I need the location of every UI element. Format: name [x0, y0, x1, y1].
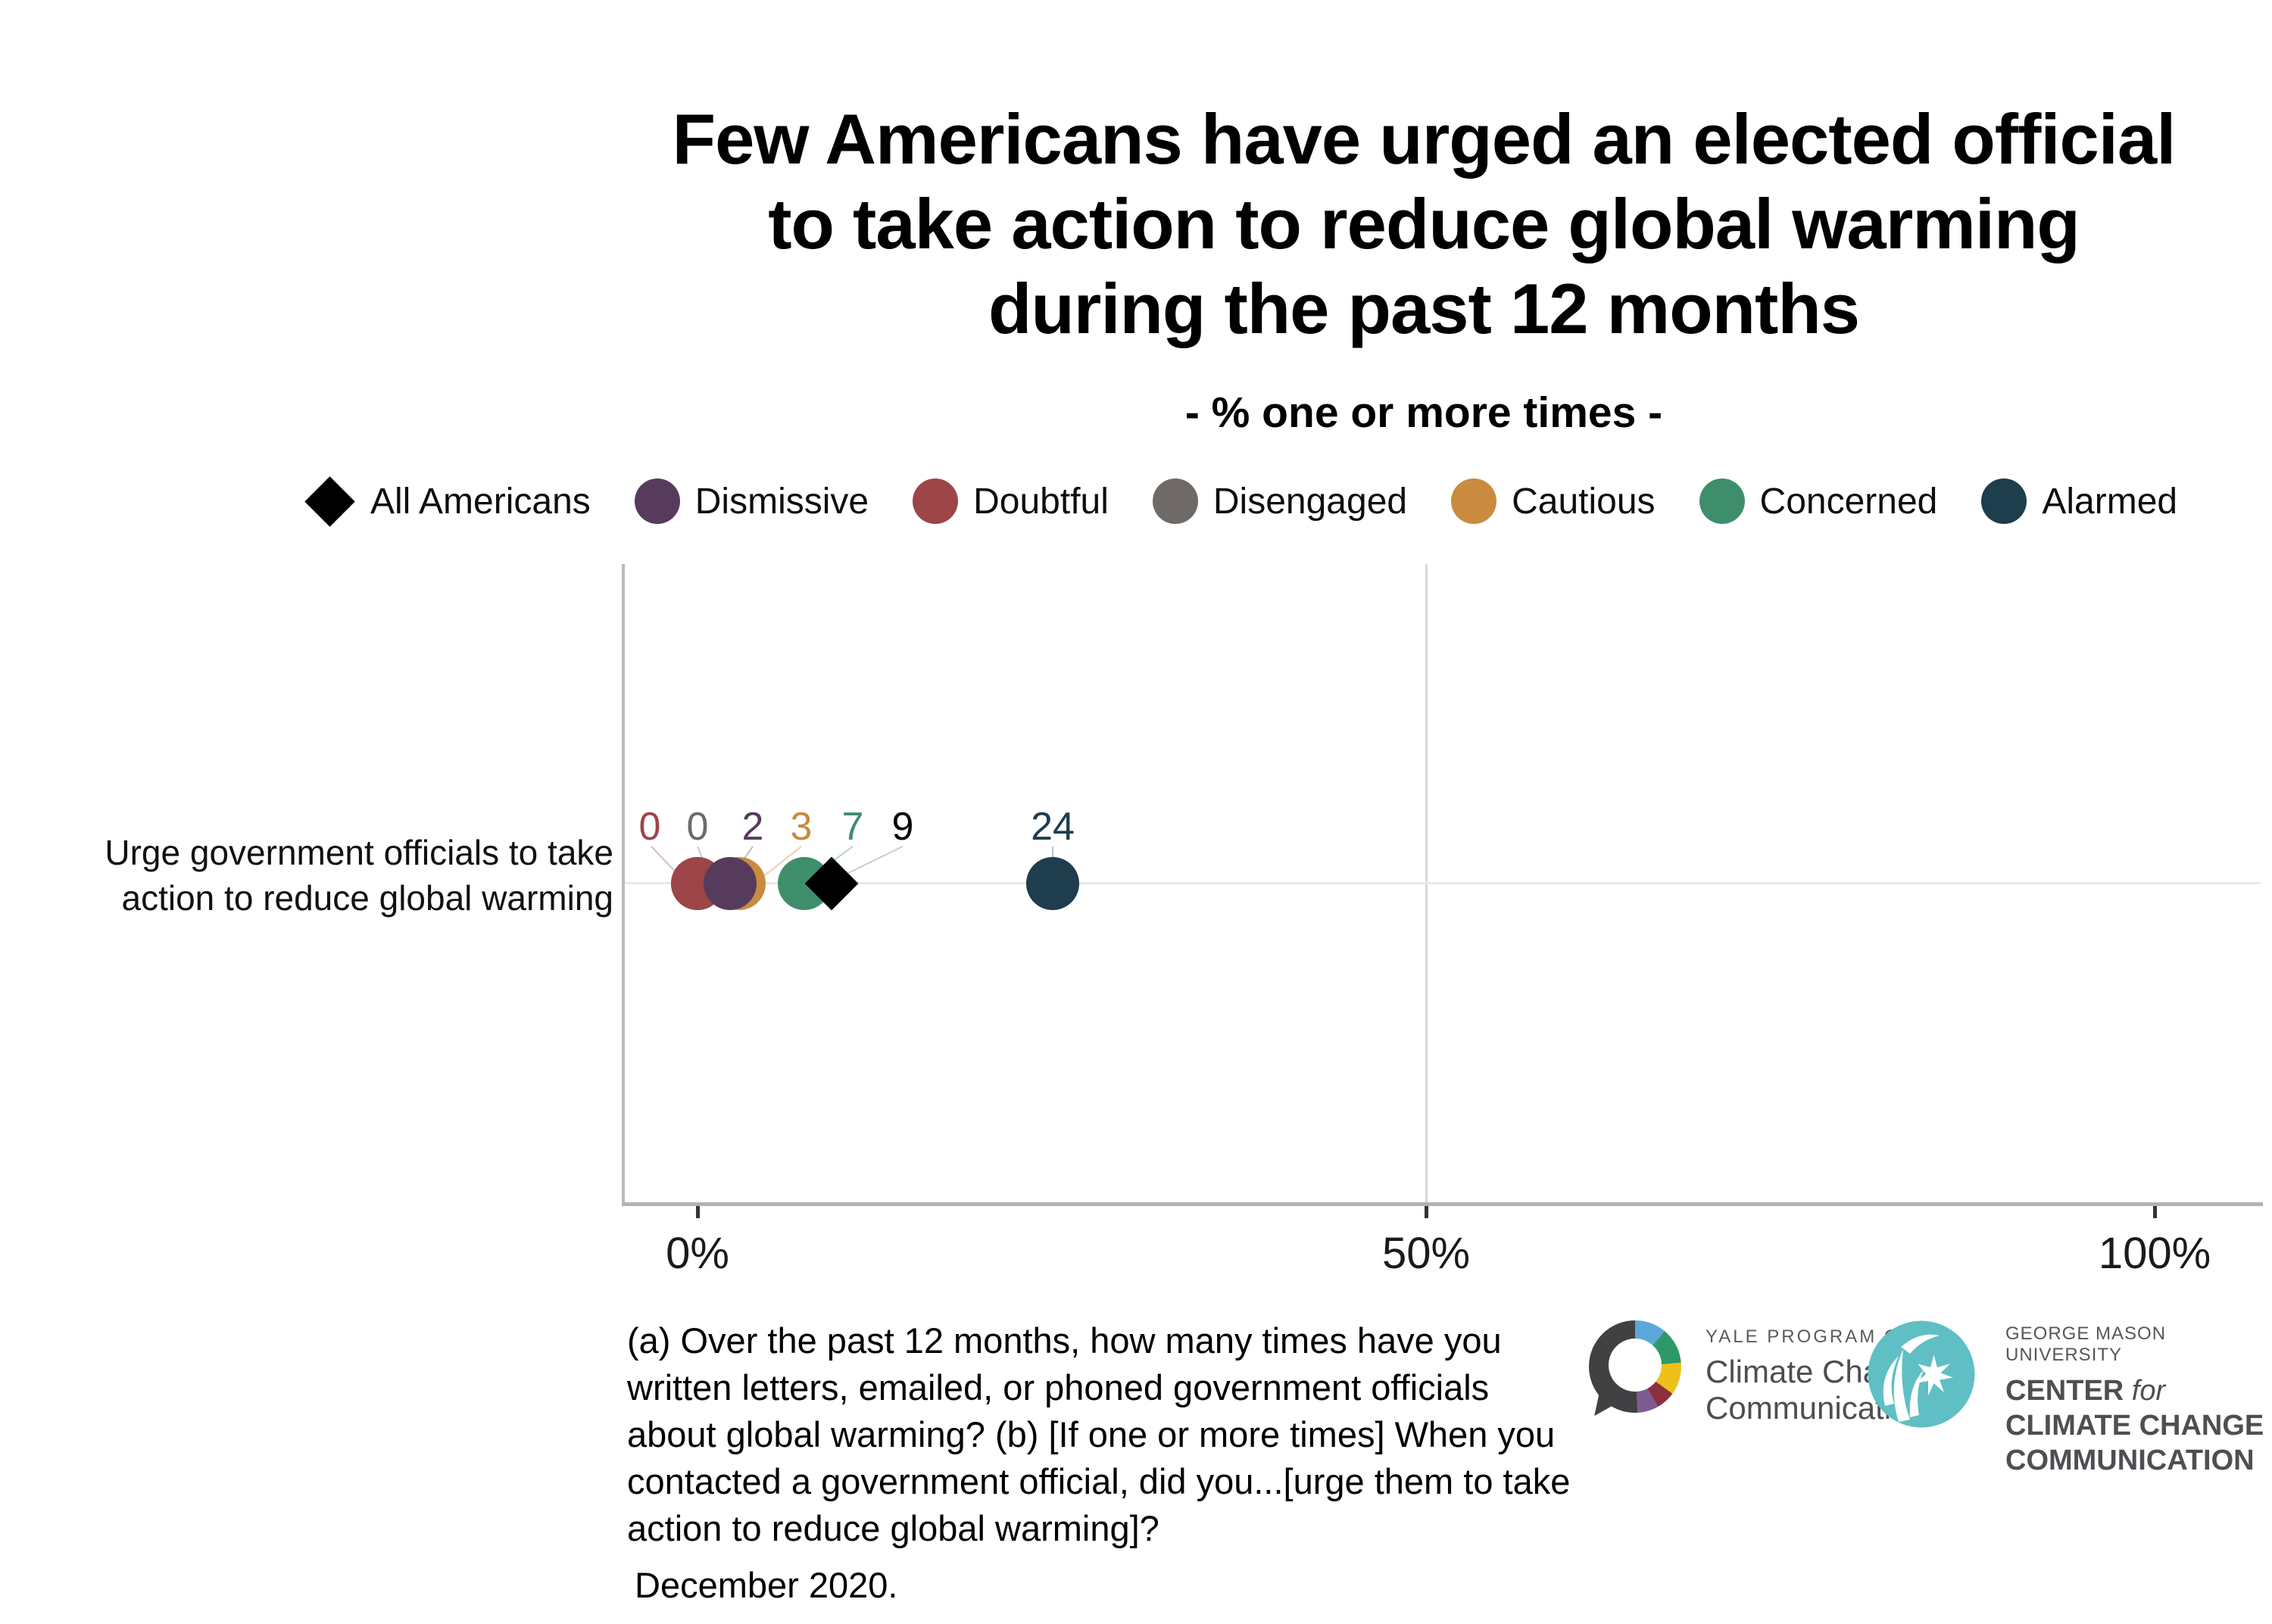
x-axis-line [622, 1202, 2263, 1206]
title-line-2: to take action to reduce global warming [768, 184, 2080, 263]
x-tick-50 [1425, 1206, 1428, 1218]
value-label-alarmed: 24 [1031, 805, 1075, 849]
legend-item-dismissive: Dismissive [634, 478, 869, 524]
category-label: Urge government officials to take action… [38, 830, 613, 921]
dot-dismissive [704, 857, 757, 910]
x-tick-label-0: 0% [666, 1229, 729, 1278]
legend-label: Dismissive [694, 481, 869, 522]
footnote-line: action to reduce global warming]? [627, 1508, 1159, 1548]
title-line-1: Few Americans have urged an elected offi… [672, 99, 2177, 179]
footnote-line: (a) Over the past 12 months, how many ti… [627, 1320, 1502, 1361]
legend-label: Concerned [1759, 481, 1938, 522]
category-label-line-1: Urge government officials to take [105, 833, 613, 872]
value-label-disengaged: 0 [686, 805, 709, 849]
circle-swatch-icon [1699, 478, 1745, 524]
footnote-line: about global warming? (b) [If one or mor… [627, 1414, 1556, 1454]
legend-item-doubtful: Doubtful [913, 478, 1109, 524]
chart-subtitle: - % one or more times - [1184, 388, 1663, 437]
circle-swatch-icon [913, 478, 959, 524]
legend: All Americans Dismissive Doubtful Diseng… [304, 469, 2243, 533]
legend-item-alarmed: Alarmed [1981, 478, 2177, 524]
legend-item-concerned: Concerned [1699, 478, 1938, 524]
survey-question-note: (a) Over the past 12 months, how many ti… [627, 1317, 1642, 1552]
category-row-line [625, 882, 2261, 884]
value-label-dismissive: 2 [741, 805, 764, 849]
diamond-swatch-icon [304, 475, 355, 527]
circle-swatch-icon [1152, 478, 1198, 524]
gmu-name: CENTER for CLIMATE CHANGE COMMUNICATION [2005, 1373, 2272, 1478]
footnote-line: written letters, emailed, or phoned gove… [627, 1367, 1490, 1407]
x-tick-label-50: 50% [1381, 1229, 1471, 1278]
legend-label: Doubtful [973, 481, 1109, 522]
circle-swatch-icon [1451, 478, 1497, 524]
value-label-concerned: 7 [841, 805, 864, 849]
title-line-3: during the past 12 months [988, 269, 1860, 348]
category-label-line-2: action to reduce global warming [121, 878, 613, 918]
legend-item-cautious: Cautious [1451, 478, 1656, 524]
gmu-name-line-1: CENTER for CLIMATE CHANGE [2005, 1375, 2264, 1442]
legend-item-disengaged: Disengaged [1152, 478, 1408, 524]
page-title: Few Americans have urged an elected offi… [485, 97, 2272, 351]
gmu-name-line-2: COMMUNICATION [2005, 1445, 2255, 1476]
gmu-logo-icon [1868, 1320, 1975, 1428]
x-tick-label-100: 100% [2098, 1229, 2211, 1278]
legend-label: Cautious [1512, 481, 1656, 522]
value-label-doubtful: 0 [638, 805, 661, 849]
gmu-logo-text: GEORGE MASON UNIVERSITY CENTER for CLIMA… [2005, 1323, 2272, 1478]
circle-swatch-icon [1981, 478, 2027, 524]
legend-label: Disengaged [1212, 481, 1408, 522]
y-axis-line [622, 564, 625, 1205]
legend-item-all-americans: All Americans [304, 475, 591, 527]
gmu-eyebrow: GEORGE MASON UNIVERSITY [2005, 1323, 2167, 1365]
date-note: December 2020. [635, 1565, 898, 1605]
legend-label: All Americans [370, 481, 591, 522]
value-label-cautious: 3 [790, 805, 813, 849]
value-label-all-americans: 9 [891, 805, 914, 849]
x-tick-0 [696, 1206, 700, 1218]
footnote-line: contacted a government official, did you… [627, 1461, 1571, 1501]
dot-alarmed [1026, 857, 1079, 910]
x-tick-100 [2153, 1206, 2157, 1218]
yale-logo-icon [1589, 1320, 1681, 1422]
yale-logo-hole [1609, 1339, 1662, 1392]
circle-swatch-icon [634, 478, 680, 524]
legend-label: Alarmed [2042, 481, 2178, 522]
